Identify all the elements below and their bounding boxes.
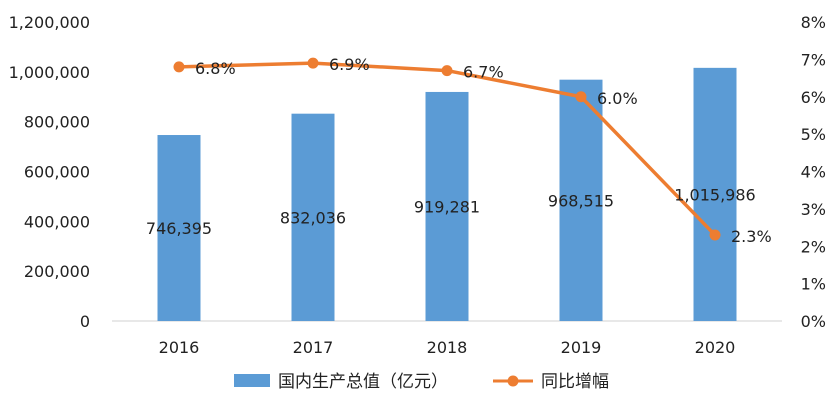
bar-value-label: 968,515: [548, 191, 614, 210]
growth-value-label: 6.7%: [463, 63, 504, 82]
gdp-bar: [693, 67, 737, 321]
x-tick-label: 2020: [695, 338, 736, 357]
growth-value-label: 6.0%: [597, 89, 638, 108]
legend-label-growth: 同比增幅: [541, 372, 609, 392]
left-tick-label: 800,000: [24, 113, 90, 132]
right-tick-label: 0%: [801, 312, 826, 331]
right-tick-label: 1%: [801, 275, 826, 294]
left-tick-label: 400,000: [24, 212, 90, 231]
right-tick-label: 6%: [801, 88, 826, 107]
growth-point: [441, 65, 453, 77]
right-tick-label: 3%: [801, 200, 826, 219]
growth-value-label: 6.8%: [195, 59, 236, 78]
bar-value-label: 1,015,986: [674, 185, 755, 204]
x-tick-label: 2016: [159, 338, 200, 357]
right-tick-label: 5%: [801, 125, 826, 144]
legend: 国内生产总值（亿元） 同比增幅: [234, 372, 609, 392]
right-tick-label: 2%: [801, 237, 826, 256]
growth-point: [307, 57, 319, 69]
line-data-labels: 6.8% 6.9% 6.7% 6.0% 2.3%: [195, 55, 772, 246]
gdp-bar: [425, 91, 469, 321]
bar-value-label: 832,036: [280, 208, 346, 227]
x-tick-label: 2019: [561, 338, 602, 357]
gdp-bar: [291, 113, 335, 322]
growth-value-label: 2.3%: [731, 227, 772, 246]
legend-swatch-growth-marker: [507, 375, 519, 387]
right-axis: 0% 1% 2% 3% 4% 5% 6% 7% 8%: [801, 13, 826, 331]
gdp-bar: [559, 79, 603, 321]
left-axis: 0 200,000 400,000 600,000 800,000 1,000,000 1,…: [9, 13, 90, 331]
bar-data-labels: 746,395 832,036 919,281 968,515 1,015,986: [146, 185, 756, 238]
growth-value-label: 6.9%: [329, 55, 370, 74]
gdp-bars: [157, 67, 737, 322]
x-axis-ticks: 2016 2017 2018 2019 2020: [159, 338, 736, 357]
growth-point: [173, 61, 185, 73]
bar-value-label: 919,281: [414, 197, 480, 216]
growth-point: [709, 229, 721, 241]
bar-value-label: 746,395: [146, 219, 212, 238]
x-tick-label: 2018: [427, 338, 468, 357]
growth-point: [575, 91, 587, 103]
left-tick-label: 200,000: [24, 262, 90, 281]
growth-line: [173, 57, 721, 241]
legend-label-gdp: 国内生产总值（亿元）: [278, 372, 448, 392]
legend-swatch-gdp: [234, 374, 270, 387]
left-tick-label: 1,200,000: [9, 13, 90, 32]
gdp-bar: [157, 135, 201, 321]
right-tick-label: 7%: [801, 50, 826, 69]
left-tick-label: 600,000: [24, 163, 90, 182]
right-tick-label: 8%: [801, 13, 826, 32]
left-tick-label: 1,000,000: [9, 63, 90, 82]
right-tick-label: 4%: [801, 163, 826, 182]
left-tick-label: 0: [80, 312, 90, 331]
x-tick-label: 2017: [293, 338, 334, 357]
